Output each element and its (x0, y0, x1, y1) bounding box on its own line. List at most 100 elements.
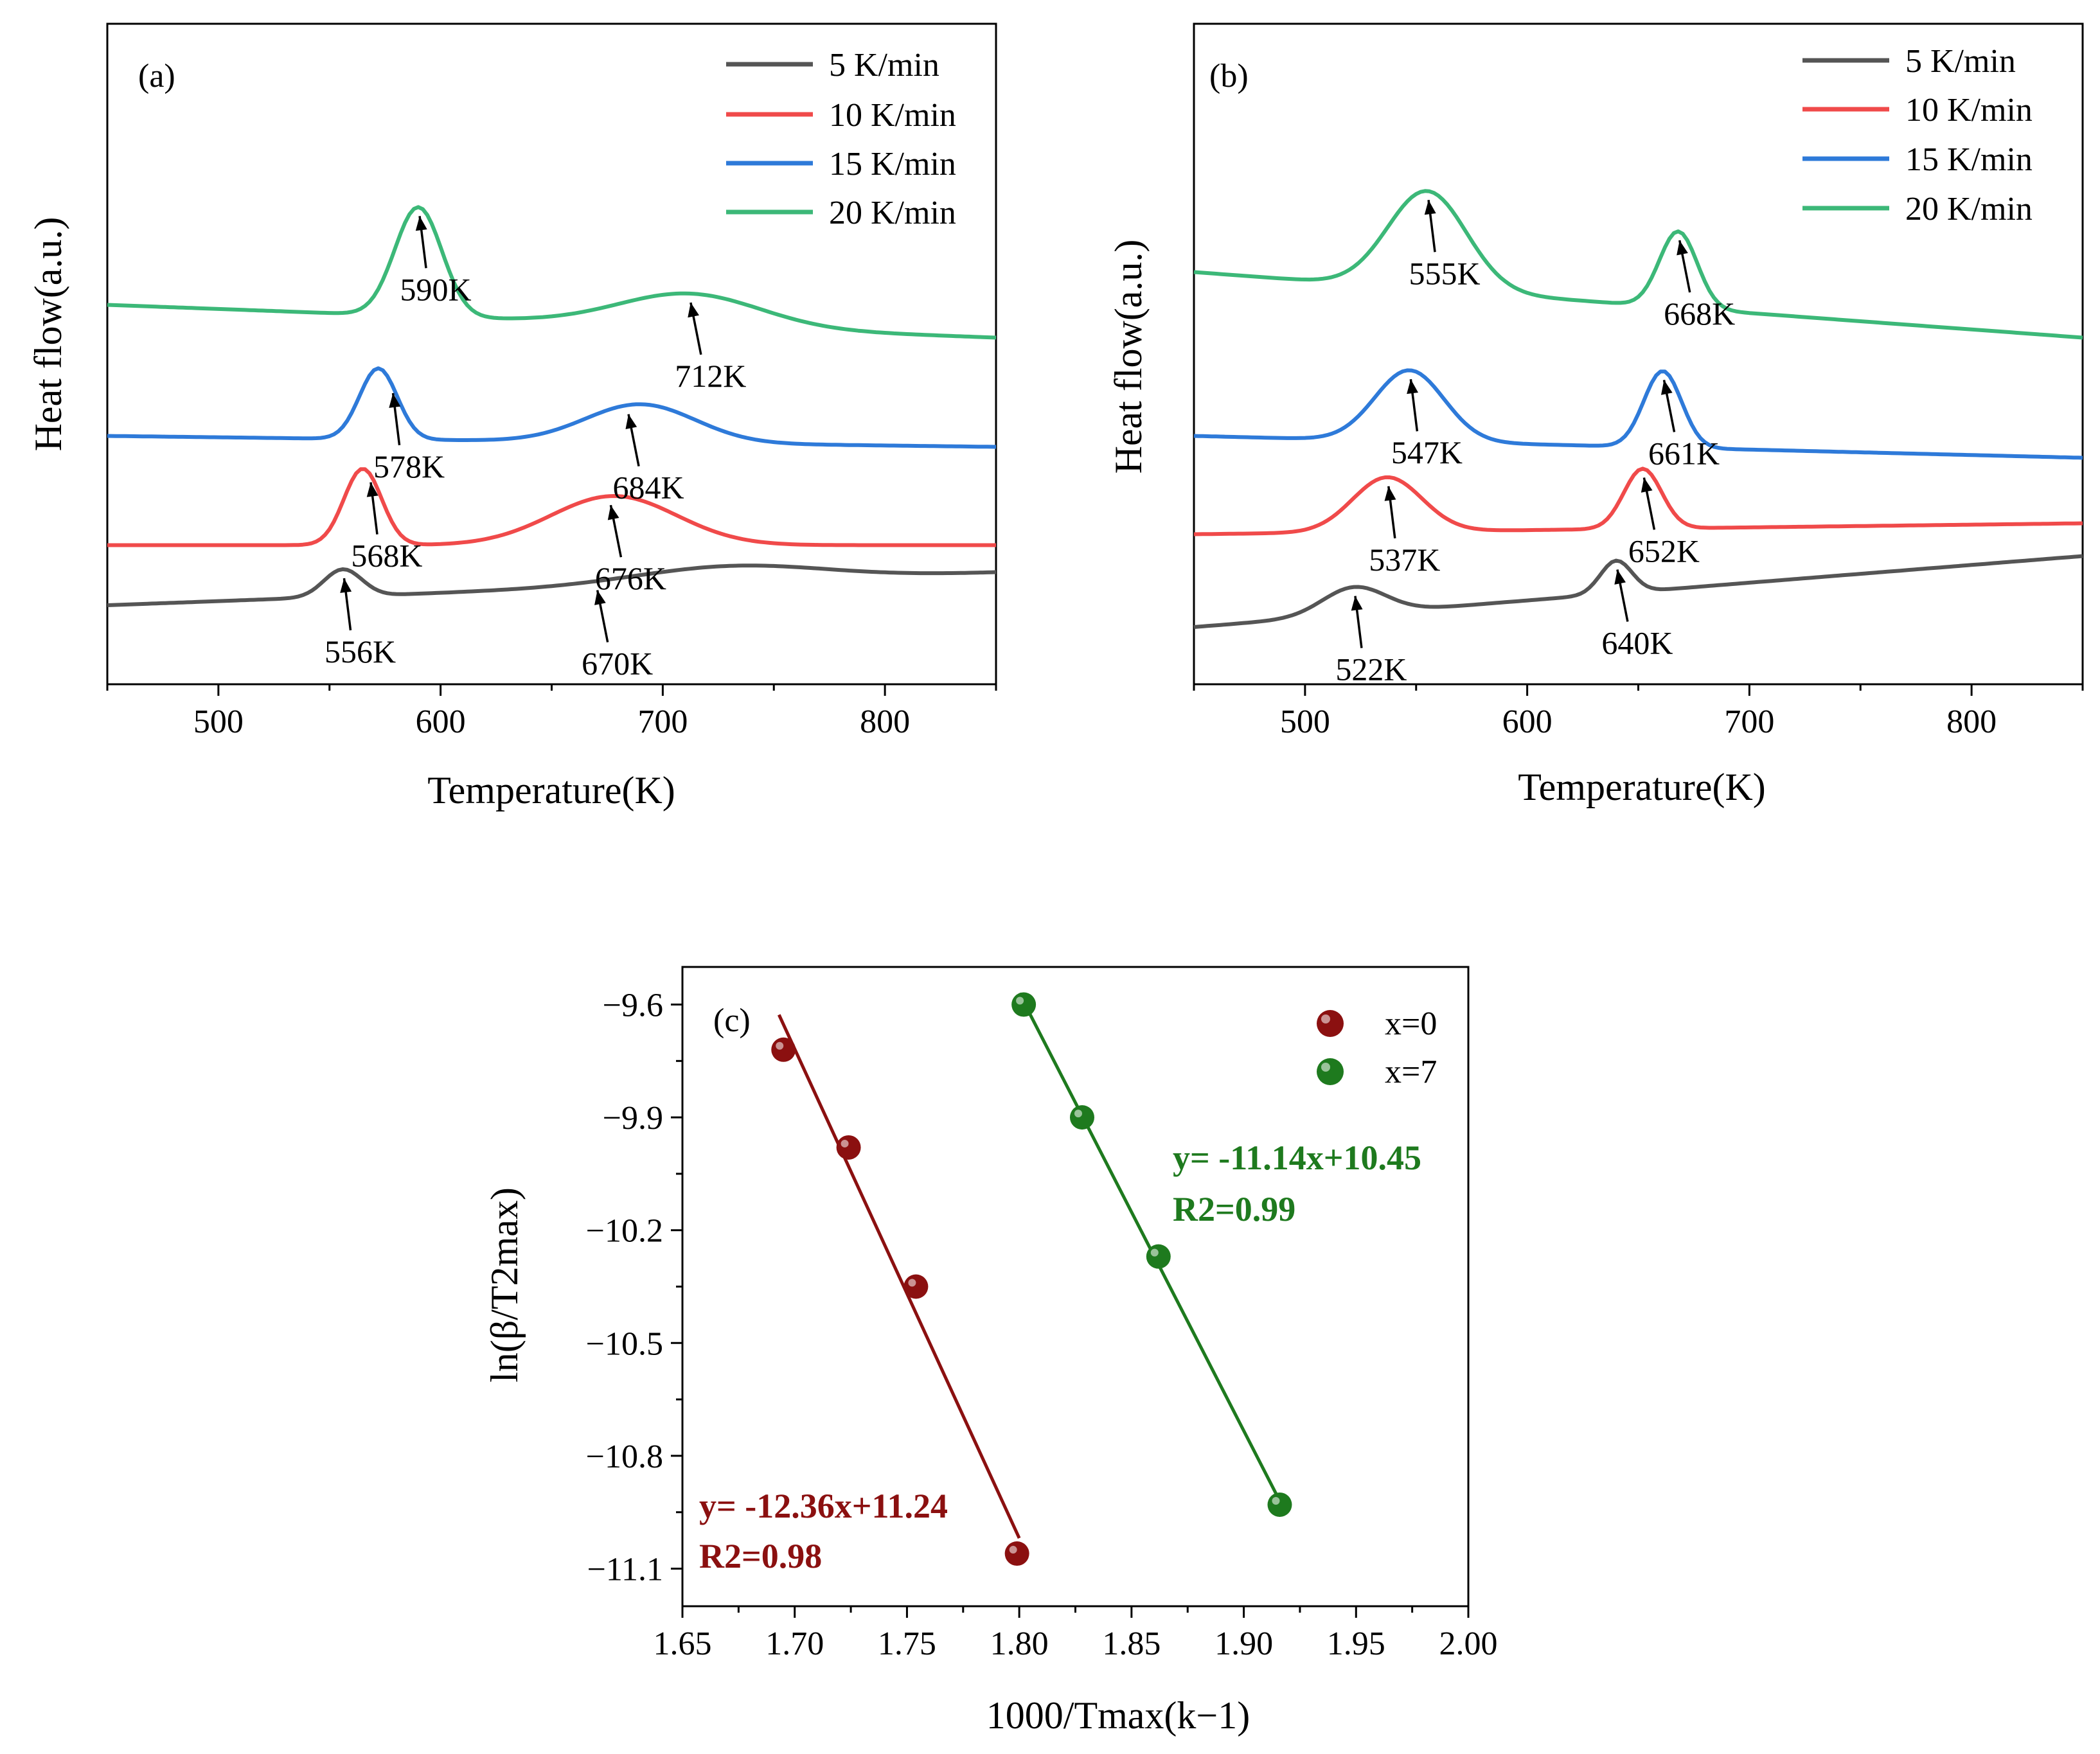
peak-label: 547K (1391, 434, 1463, 470)
x-tick-label: 2.00 (1439, 1626, 1498, 1662)
peak-label: 668K (1664, 296, 1735, 332)
legend-a-label-3: 20 K/min (829, 195, 956, 231)
panel-a-curves (107, 205, 997, 607)
curve-15-K-min (1193, 368, 2083, 460)
annotation-arrowhead (688, 302, 699, 318)
legend-c-label-0: x=0 (1385, 1005, 1437, 1042)
peak-label: 712K (675, 358, 746, 394)
peak-label: 556K (325, 633, 396, 669)
data-point-x=7 (1069, 1105, 1094, 1130)
peak-label: 670K (582, 646, 653, 682)
x-tick-label: 800 (1946, 704, 1997, 740)
data-point-shine (841, 1139, 849, 1147)
annotation-arrowhead (607, 505, 619, 520)
x-tick-label: 700 (1724, 704, 1774, 740)
data-point-shine (1150, 1248, 1159, 1257)
data-point-x=7 (1146, 1244, 1171, 1269)
annotation-arrowhead (1384, 486, 1396, 501)
data-point-shine (908, 1279, 916, 1287)
x-tick-label: 1.95 (1327, 1626, 1385, 1662)
curve-5-K-min (107, 563, 997, 607)
annotation-arrowhead (1407, 379, 1419, 394)
annotation-arrowhead (1614, 569, 1626, 585)
panel-a-label: (a) (138, 58, 175, 94)
x-tick-label: 1.85 (1102, 1626, 1161, 1662)
annotation-arrowhead (1351, 596, 1363, 611)
data-point-x=0 (1004, 1541, 1029, 1566)
y-tick-label: −9.6 (603, 988, 663, 1024)
panel-b-x-ticks: 500 600 700 800 (1193, 684, 2084, 740)
curve-5-K-min (1193, 554, 2083, 629)
panel-b-x-label: Temperature(K) (1518, 766, 1766, 808)
annotation-arrowhead (625, 414, 637, 429)
legend-b-label-3: 20 K/min (1905, 191, 2033, 227)
data-point-shine (1016, 997, 1024, 1005)
panel-c-fit-lines (777, 992, 1281, 1539)
x-tick-label: 1.90 (1215, 1626, 1273, 1662)
data-point-shine (1074, 1110, 1082, 1118)
y-tick-label: −11.1 (587, 1551, 663, 1588)
annotation-arrowhead (1641, 477, 1653, 493)
data-point-x=7 (1267, 1492, 1292, 1517)
annotation-arrowhead (340, 578, 352, 593)
legend-b-label-0: 5 K/min (1905, 43, 2016, 80)
peak-label: 661K (1648, 435, 1720, 471)
annotation-arrowhead (1424, 200, 1436, 215)
x-tick-label: 1.75 (878, 1626, 936, 1662)
panel-a-x-label: Temperature(K) (427, 769, 675, 811)
legend-c-marker-1-shine (1321, 1063, 1330, 1072)
panel-a-x-ticks: 500 600 700 800 (106, 684, 997, 740)
peak-label: 640K (1601, 625, 1673, 661)
panel-c-y-label: ln(β/T2max) (483, 1187, 526, 1383)
x-tick-label: 600 (416, 704, 466, 740)
legend-a-label-2: 15 K/min (829, 146, 956, 182)
peak-label: 568K (351, 538, 422, 574)
annotation-arrowhead (1660, 380, 1673, 395)
legend-a-label-0: 5 K/min (829, 47, 939, 84)
peak-label: 676K (595, 560, 666, 596)
panel-b: (b) 522K 640K 537K 652K 547K 661K 555K 668K 500… (1107, 22, 2084, 808)
panel-b-y-label: Heat flow(a.u.) (1107, 240, 1150, 474)
panel-c-label: (c) (713, 1002, 751, 1039)
fit-line-x=7 (1017, 992, 1281, 1502)
curve-20-K-min (1193, 189, 2083, 340)
panel-a-annotations: 556K 670K 568K 676K 578K 684K 590K 712K (325, 216, 746, 682)
data-point-shine (1009, 1546, 1017, 1554)
legend-a-label-1: 10 K/min (829, 97, 956, 134)
curve-10-K-min (107, 467, 996, 547)
x-tick-label: 1.70 (765, 1626, 824, 1662)
peak-label: 537K (1369, 542, 1440, 578)
data-point-shine (776, 1041, 784, 1050)
peak-label: 522K (1335, 651, 1407, 687)
panel-b-label: (b) (1209, 58, 1249, 94)
legend-c-marker-1 (1317, 1058, 1344, 1085)
panel-a-y-label: Heat flow(a.u.) (27, 217, 69, 452)
panel-c-x-label: 1000/Tmax(k−1) (986, 1694, 1250, 1737)
annotation-arrowhead (389, 393, 401, 408)
y-tick-label: −9.9 (603, 1100, 663, 1137)
peak-label: 555K (1409, 255, 1480, 291)
panel-a-legend: 5 K/min 10 K/min 15 K/min 20 K/min (726, 47, 956, 231)
panel-b-legend: 5 K/min 10 K/min 15 K/min 20 K/min (1802, 43, 2033, 227)
peak-label: 652K (1628, 533, 1700, 569)
x-tick-label: 700 (637, 704, 688, 740)
annotation-arrowhead (594, 590, 606, 605)
legend-c-marker-0 (1317, 1010, 1344, 1037)
panel-c-legend: x=0 x=7 (1317, 1005, 1437, 1090)
x-tick-label: 600 (1502, 704, 1553, 740)
y-tick-label: −10.5 (586, 1325, 663, 1362)
panel-b-curves (1193, 189, 2083, 629)
fit-r2-x7: R2=0.99 (1173, 1190, 1295, 1228)
data-point-x=7 (1011, 992, 1037, 1017)
data-point-x=0 (836, 1135, 861, 1160)
fit-r2-x0: R2=0.98 (699, 1537, 822, 1575)
x-tick-label: 500 (193, 704, 244, 740)
curve-15-K-min (107, 366, 997, 449)
peak-label: 684K (613, 470, 684, 506)
annotation-arrowhead (1677, 240, 1688, 256)
legend-c-label-1: x=7 (1385, 1054, 1437, 1090)
y-tick-label: −10.2 (586, 1213, 663, 1250)
panel-c-points (771, 992, 1292, 1566)
panel-b-annotations: 522K 640K 537K 652K 547K 661K 555K 668K (1335, 200, 1735, 687)
